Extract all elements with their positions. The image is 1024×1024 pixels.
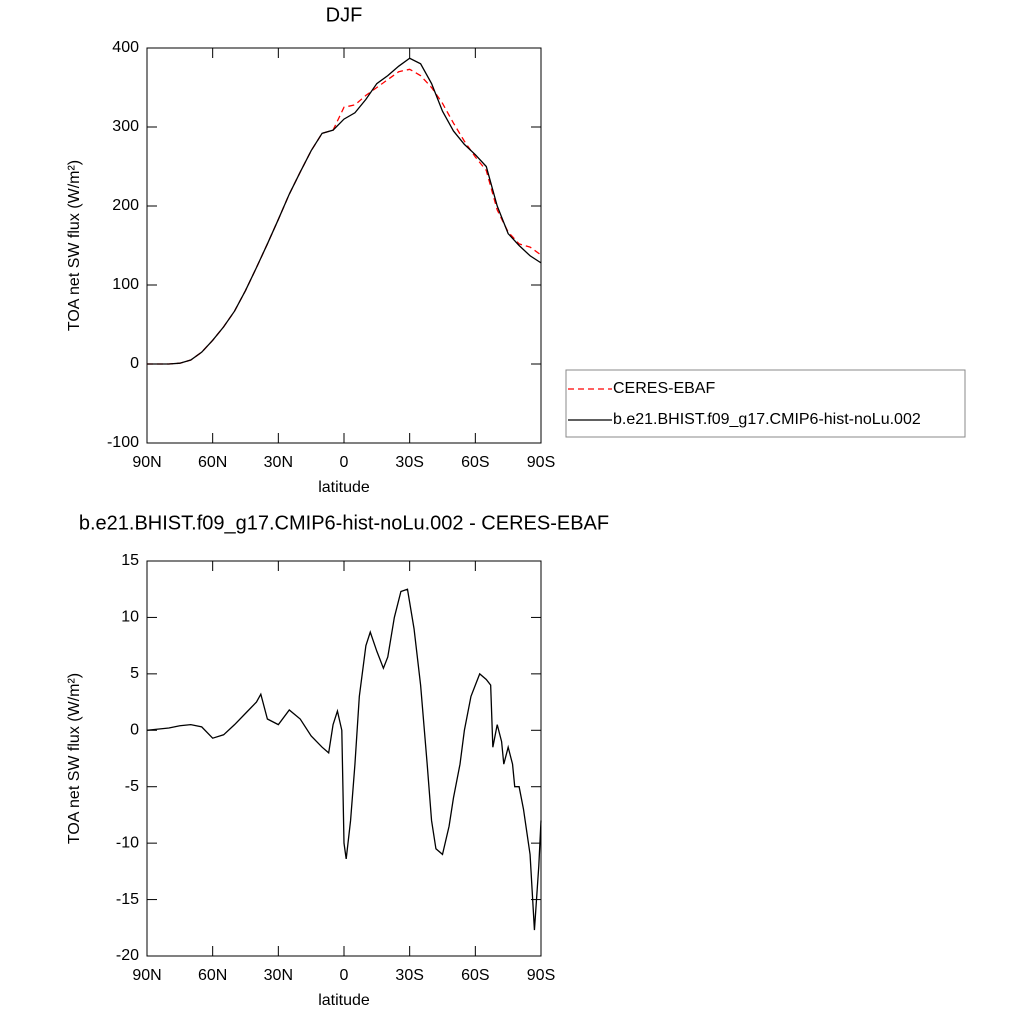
y-tick-label: -5 xyxy=(125,778,139,795)
x-tick-label: 90N xyxy=(132,454,161,471)
x-tick-label: 30N xyxy=(264,454,293,471)
x-tick-label: 90N xyxy=(132,967,161,984)
legend-label: CERES-EBAF xyxy=(613,380,715,397)
legend-label: b.e21.BHIST.f09_g17.CMIP6-hist-noLu.002 xyxy=(613,411,921,428)
y-tick-label: 5 xyxy=(130,665,139,682)
y-tick-label: 0 xyxy=(130,355,139,372)
y-tick-label: 300 xyxy=(112,118,139,135)
x-tick-label: 60N xyxy=(198,967,227,984)
series-line xyxy=(147,68,542,365)
y-tick-label: -10 xyxy=(116,834,139,851)
x-tick-label: 60S xyxy=(461,967,489,984)
y-tick-label: 10 xyxy=(121,609,139,626)
x-tick-label: 60N xyxy=(198,454,227,471)
y-tick-label: 0 xyxy=(130,722,139,739)
y-tick-label: -20 xyxy=(116,947,139,964)
y-tick-label: -15 xyxy=(116,891,139,908)
legend-box xyxy=(565,369,966,438)
plot-frame xyxy=(146,560,542,957)
x-tick-label: 90S xyxy=(527,967,555,984)
series-line xyxy=(146,588,542,931)
x-tick-label: 0 xyxy=(340,967,349,984)
series-line xyxy=(147,57,542,365)
chart-title: b.e21.BHIST.f09_g17.CMIP6-hist-noLu.002 … xyxy=(79,512,609,534)
y-tick-label: 15 xyxy=(121,552,139,569)
y-axis-label: TOA net SW flux (W/m²) xyxy=(66,160,83,331)
x-tick-label: 30N xyxy=(264,967,293,984)
x-tick-label: 30S xyxy=(395,454,423,471)
chart-title: DJF xyxy=(326,4,363,26)
y-axis-label: TOA net SW flux (W/m²) xyxy=(66,673,83,844)
y-tick-label: 200 xyxy=(112,197,139,214)
x-tick-label: 60S xyxy=(461,454,489,471)
y-tick-label: 100 xyxy=(112,276,139,293)
x-axis-label: latitude xyxy=(318,479,370,496)
y-tick-label: 400 xyxy=(112,39,139,56)
y-tick-label: -100 xyxy=(107,434,139,451)
x-tick-label: 0 xyxy=(340,454,349,471)
x-axis-label: latitude xyxy=(318,992,370,1009)
x-tick-label: 30S xyxy=(395,967,423,984)
x-tick-label: 90S xyxy=(527,454,555,471)
